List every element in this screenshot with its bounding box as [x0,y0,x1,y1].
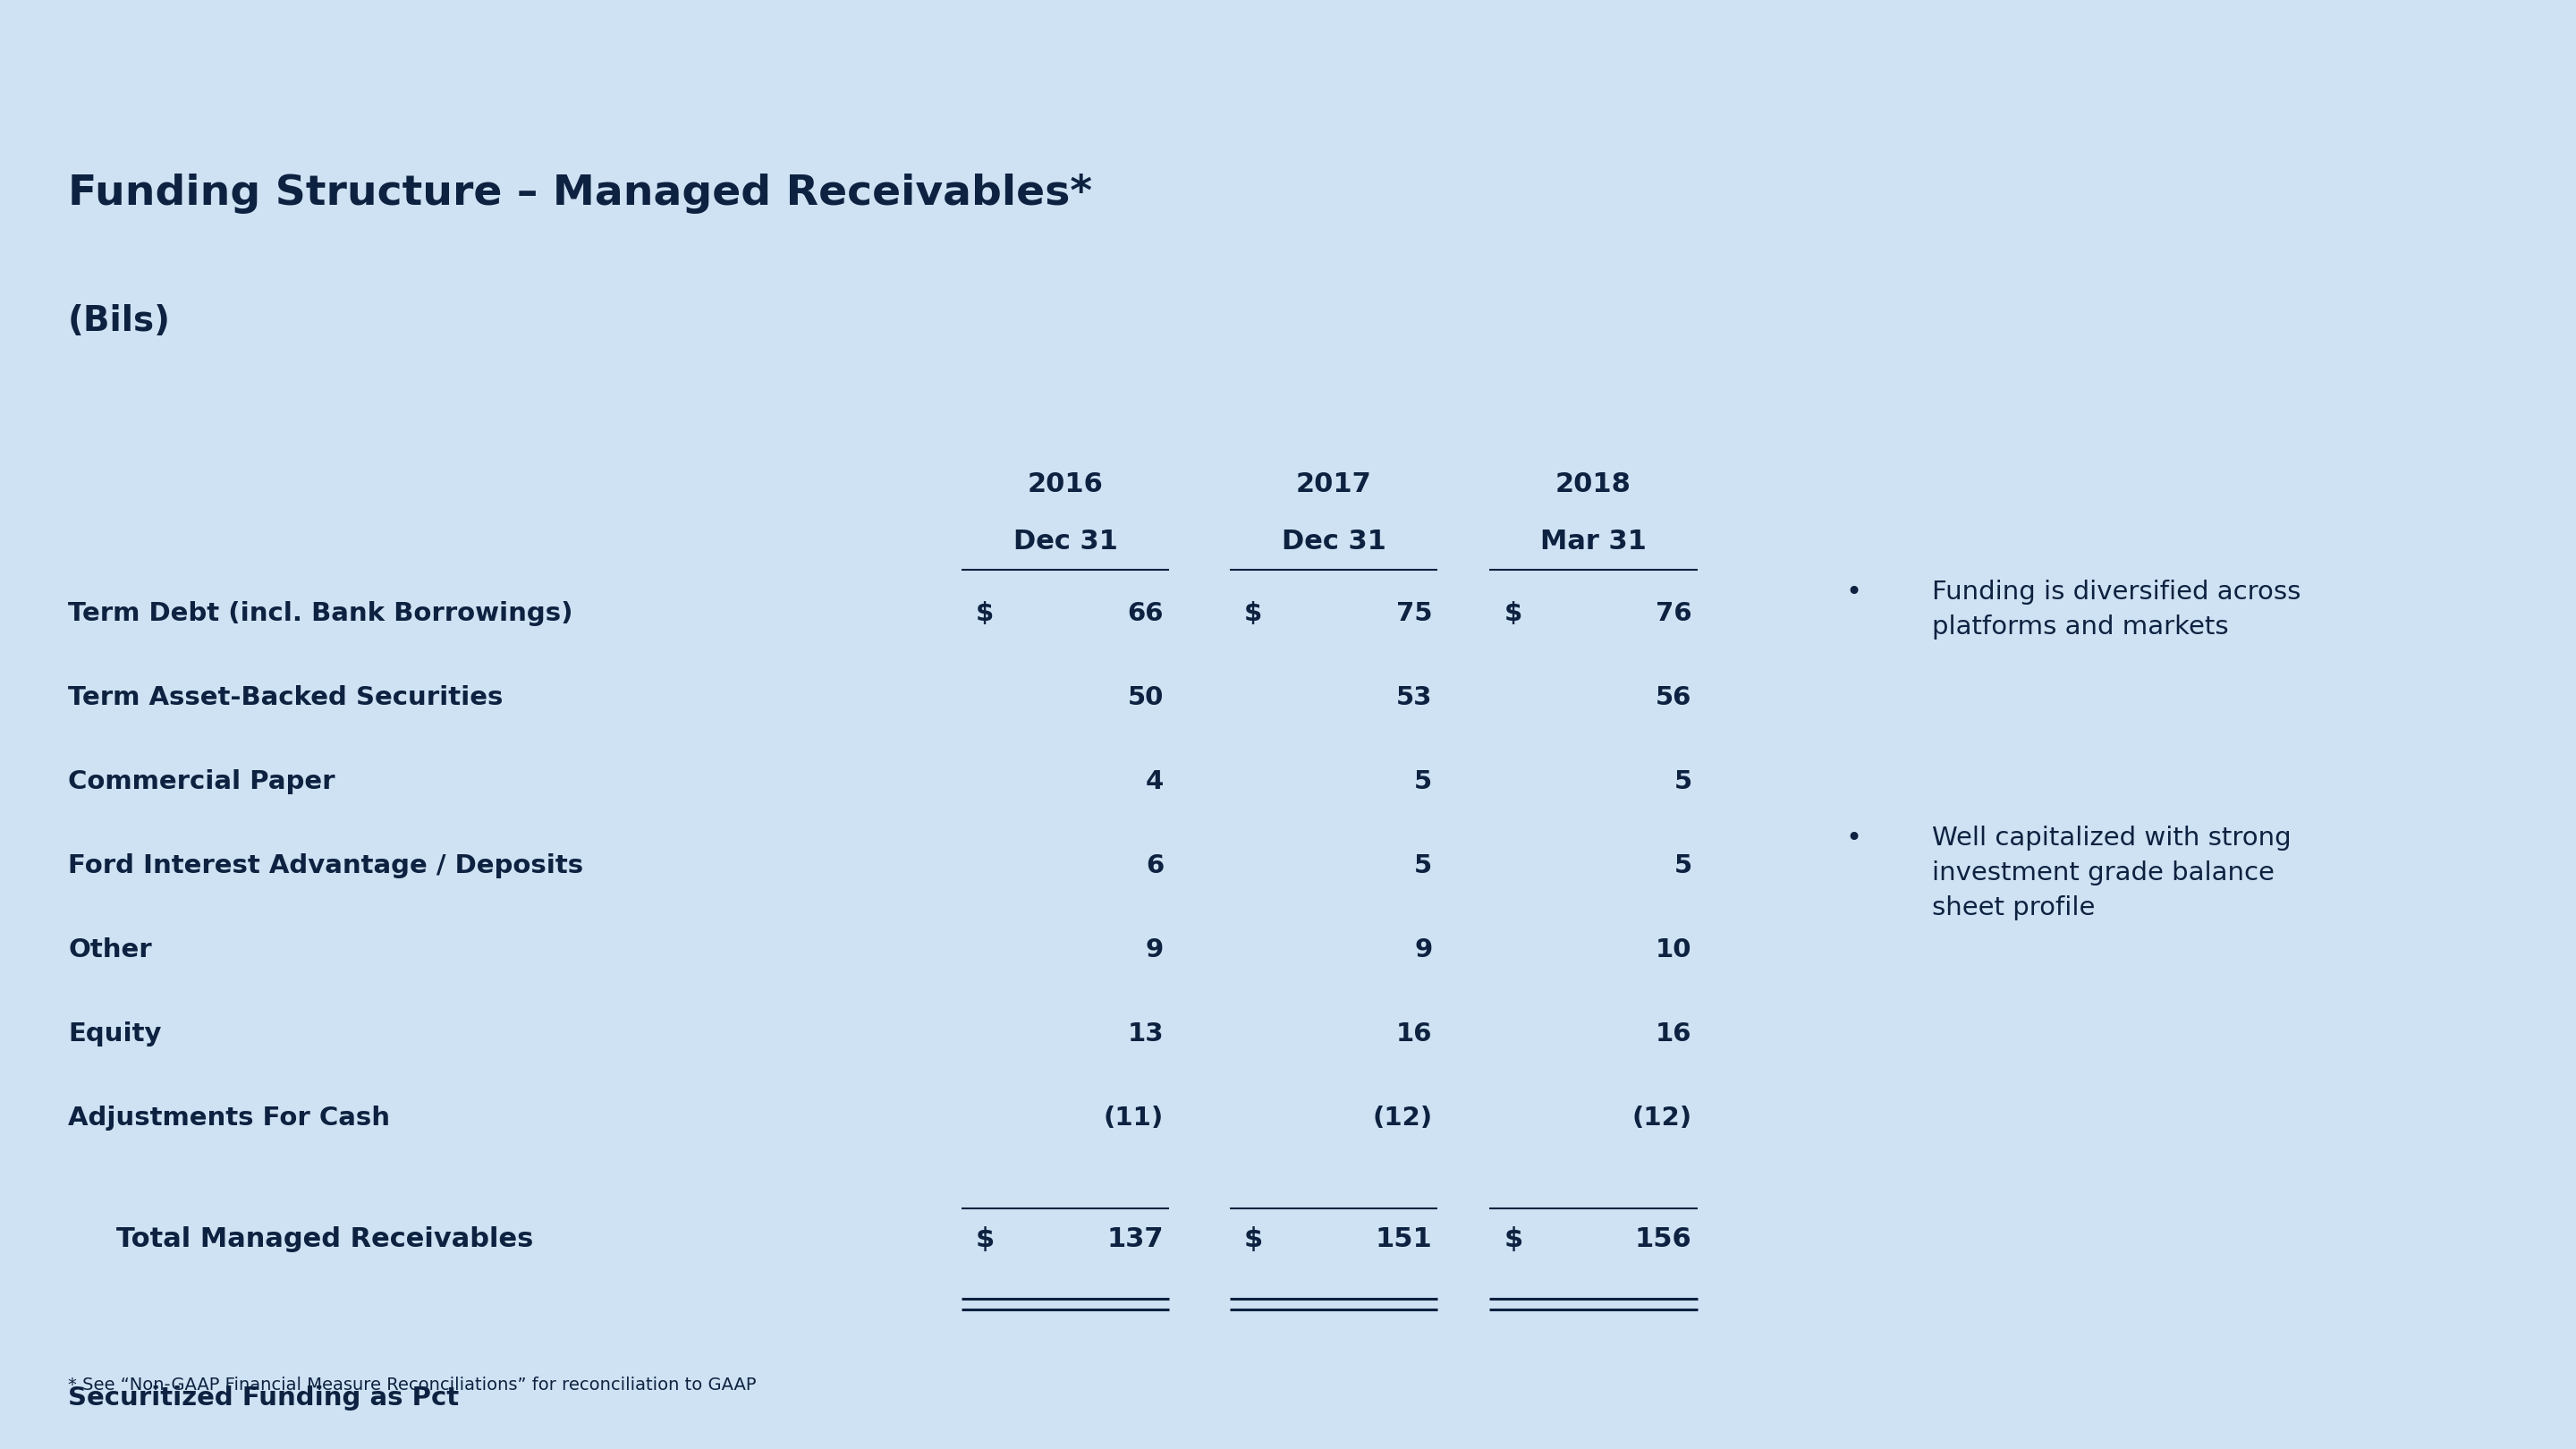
Text: 156: 156 [1636,1226,1692,1252]
Text: 5: 5 [1674,853,1692,878]
Text: •: • [1844,580,1862,606]
Text: Dec 31: Dec 31 [1012,529,1118,555]
Text: Adjustments For Cash: Adjustments For Cash [67,1106,389,1130]
Text: 53: 53 [1396,685,1432,710]
Text: 2016: 2016 [1028,471,1103,497]
Text: 16: 16 [1656,1022,1692,1046]
Text: 151: 151 [1376,1226,1432,1252]
Text: (12): (12) [1373,1106,1432,1130]
Text: 56: 56 [1656,685,1692,710]
Text: Other: Other [67,938,152,962]
Text: 66: 66 [1128,601,1164,626]
Text: Term Debt (incl. Bank Borrowings): Term Debt (incl. Bank Borrowings) [67,601,572,626]
Text: 13: 13 [1128,1022,1164,1046]
Text: Ford Interest Advantage / Deposits: Ford Interest Advantage / Deposits [67,853,582,878]
Text: Mar 31: Mar 31 [1540,529,1646,555]
Text: Term Asset-Backed Securities: Term Asset-Backed Securities [67,685,502,710]
Text: Commercial Paper: Commercial Paper [67,769,335,794]
Text: 5: 5 [1414,853,1432,878]
Text: 9: 9 [1146,938,1164,962]
Text: Well capitalized with strong
investment grade balance
sheet profile: Well capitalized with strong investment … [1932,826,2290,920]
Text: 6: 6 [1146,853,1164,878]
Text: 137: 137 [1108,1226,1164,1252]
Text: $: $ [976,601,994,626]
Text: 75: 75 [1396,601,1432,626]
Text: Securitized Funding as Pct: Securitized Funding as Pct [67,1385,459,1410]
Text: 16: 16 [1396,1022,1432,1046]
Text: $: $ [976,1226,994,1252]
Text: 9: 9 [1414,938,1432,962]
Text: Total Managed Receivables: Total Managed Receivables [116,1226,533,1252]
Text: $: $ [1504,601,1522,626]
Text: •: • [1844,826,1862,852]
Text: Equity: Equity [67,1022,162,1046]
Text: 2017: 2017 [1296,471,1370,497]
Text: 76: 76 [1656,601,1692,626]
Text: Funding is diversified across
platforms and markets: Funding is diversified across platforms … [1932,580,2300,639]
Text: (Bils): (Bils) [67,304,170,338]
Text: $: $ [1244,601,1262,626]
Text: Dec 31: Dec 31 [1280,529,1386,555]
Text: 5: 5 [1674,769,1692,794]
Text: $: $ [1504,1226,1522,1252]
Text: 10: 10 [1656,938,1692,962]
Text: Funding Structure – Managed Receivables*: Funding Structure – Managed Receivables* [67,174,1092,214]
Text: $: $ [1244,1226,1262,1252]
Text: (11): (11) [1103,1106,1164,1130]
Text: 5: 5 [1414,769,1432,794]
Text: * See “Non-GAAP Financial Measure Reconciliations” for reconciliation to GAAP: * See “Non-GAAP Financial Measure Reconc… [67,1377,757,1394]
Text: 2018: 2018 [1556,471,1631,497]
Text: (12): (12) [1631,1106,1692,1130]
Text: 4: 4 [1146,769,1164,794]
Text: 50: 50 [1128,685,1164,710]
